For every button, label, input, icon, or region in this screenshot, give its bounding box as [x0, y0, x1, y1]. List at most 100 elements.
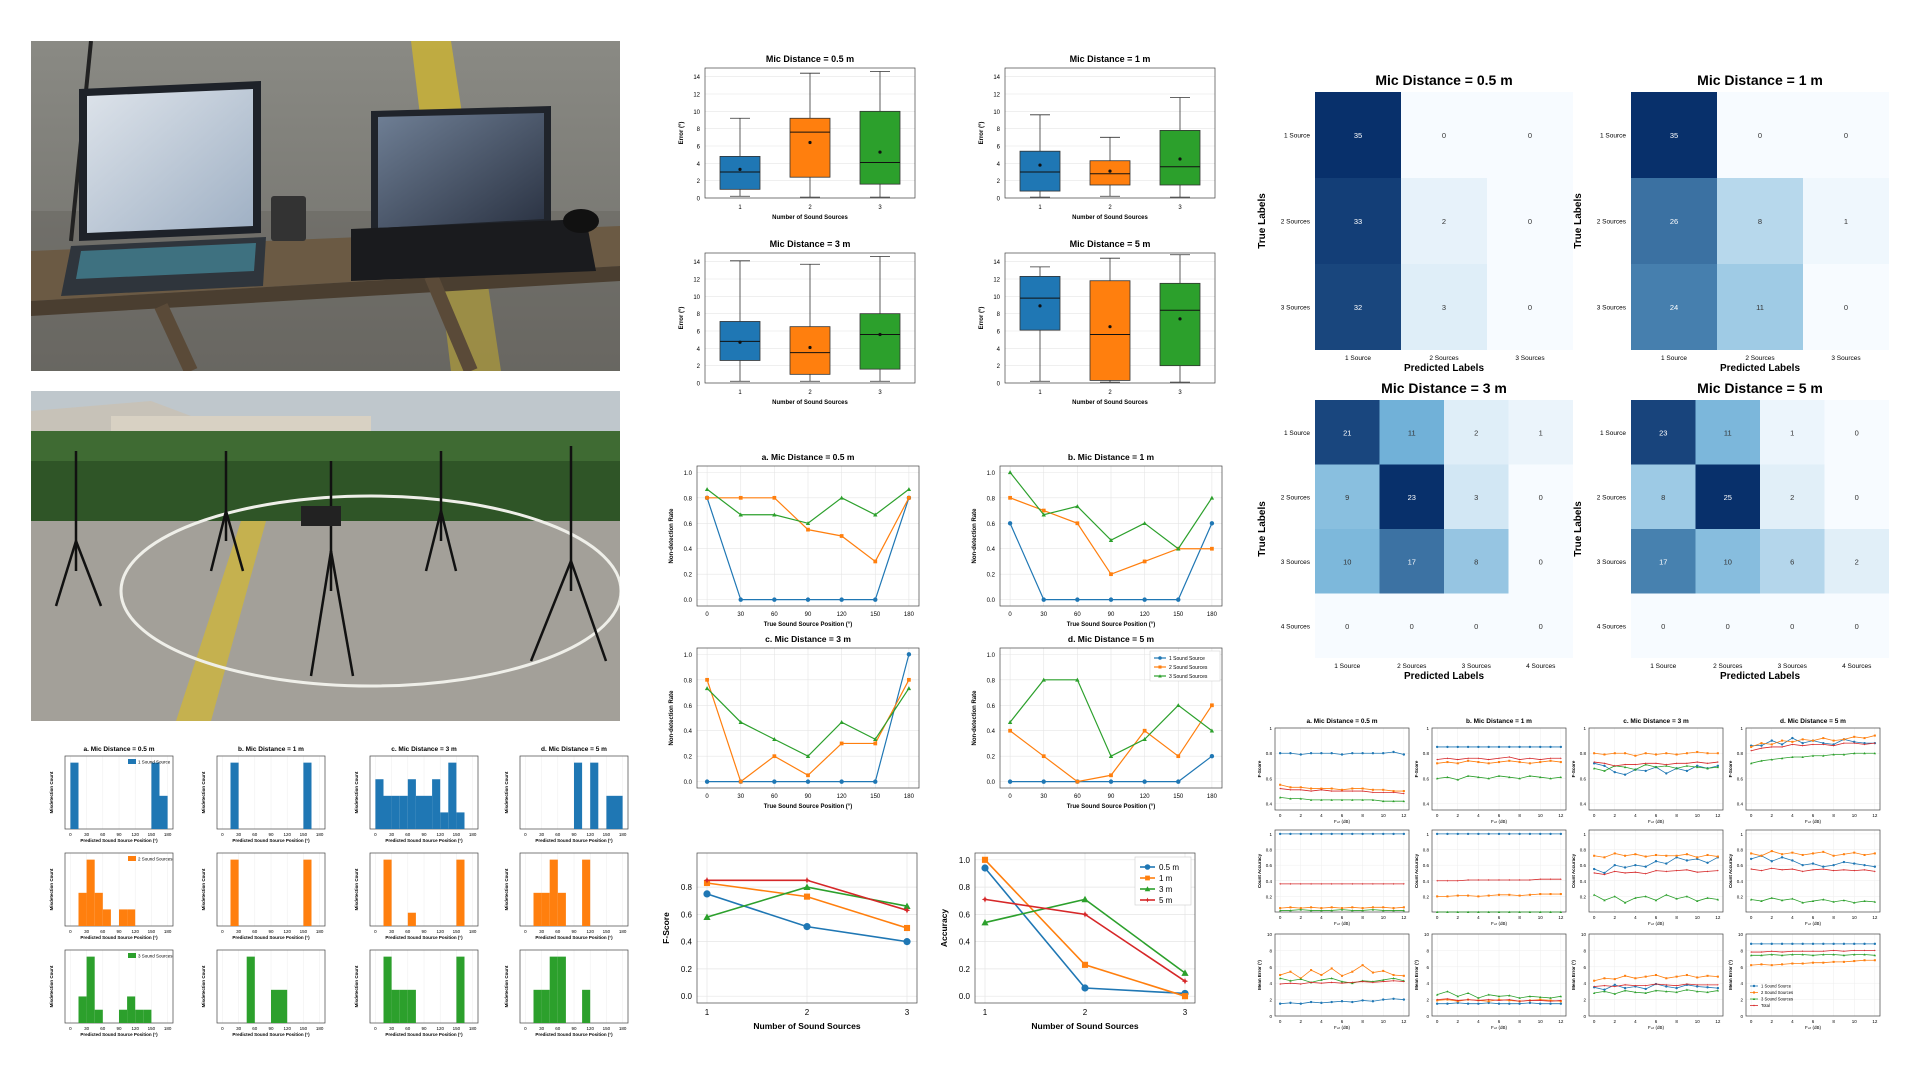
cell-value: 0 — [1844, 303, 1848, 312]
x-axis-label: Predicted Sound Source Position (°) — [232, 1032, 310, 1037]
data-point — [1299, 908, 1302, 911]
data-point — [1528, 1001, 1532, 1005]
data-point — [1435, 910, 1439, 913]
data-point — [1278, 752, 1282, 755]
nondetection-panel: c. Mic Distance = 3 m 0.0 0.2 0.4 0.6 0.8 1.0 0… — [669, 634, 920, 810]
data-point — [1675, 991, 1678, 994]
snr-panel: b. Mic Distance = 1 m0.40.60.810 2 4 6 8 10 12… — [1414, 718, 1567, 824]
x-tick-label: 2 — [805, 1008, 810, 1017]
x-tick-label: 3 — [1183, 1008, 1188, 1017]
y-axis-label: Misdetection Count — [49, 965, 54, 1007]
plot-frame — [216, 755, 326, 830]
data-point — [1456, 894, 1459, 897]
data-point — [1749, 942, 1753, 946]
data-point — [1791, 736, 1794, 740]
y-tick-label: 0.8 — [1580, 848, 1587, 853]
data-point — [1361, 787, 1364, 790]
matrix-cell — [1315, 464, 1380, 529]
cell-value: 9 — [1345, 493, 1349, 502]
x-tick-label: 180 — [164, 832, 172, 837]
y-tick-label: 14 — [693, 75, 700, 81]
y-tick-label: 0.4 — [1737, 802, 1744, 807]
panel-title: d. Mic Distance = 5 m — [541, 746, 607, 753]
data-point — [1289, 909, 1292, 912]
x-tick-label: 60 — [100, 1026, 106, 1031]
data-point — [1644, 987, 1647, 991]
histogram-bar — [541, 892, 550, 926]
x-tick-label: 12 — [1401, 813, 1407, 818]
data-point — [1446, 745, 1449, 749]
data-point — [1842, 860, 1846, 864]
data-point — [1716, 898, 1720, 901]
cell-value: 32 — [1354, 303, 1362, 312]
x-axis-label: True Sound Source Position (°) — [764, 622, 852, 628]
data-point — [1770, 850, 1773, 853]
x-tick-label: 12 — [1401, 1019, 1407, 1024]
matrix-cell — [1717, 92, 1803, 178]
data-point — [1289, 979, 1292, 982]
data-point — [1780, 757, 1784, 760]
plot-frame — [696, 852, 918, 1004]
x-tick-label: 6 — [1812, 915, 1815, 920]
histogram-bar — [574, 762, 583, 829]
plot-frame — [1745, 933, 1881, 1017]
x-tick-label: 120 — [586, 1026, 594, 1031]
x-tick-label: 12 — [1558, 915, 1564, 920]
legend-label: 0.5 m — [1159, 863, 1179, 872]
data-point — [1822, 898, 1825, 901]
y-tick-label: 12 — [693, 278, 700, 284]
histogram-bar — [102, 909, 111, 926]
data-point — [1487, 878, 1490, 882]
data-point — [1654, 869, 1658, 872]
matrix-cell — [1631, 400, 1696, 465]
x-axis-label: True Sound Source Position (°) — [764, 804, 852, 810]
data-point — [1487, 762, 1490, 765]
x-tick-label: 10 — [1538, 1019, 1544, 1024]
histogram-bar — [448, 762, 457, 829]
x-axis-label: Fₛₙ (dB) — [1334, 1025, 1350, 1030]
y-tick-label: 0 — [1740, 1014, 1743, 1019]
x-tick-label: 150 — [148, 832, 156, 837]
cell-value: 0 — [1758, 131, 1762, 140]
data-point — [839, 741, 844, 746]
data-point — [1613, 863, 1616, 867]
data-point — [1320, 909, 1323, 912]
x-tick-label: 60 — [771, 612, 778, 618]
histogram-panel: c. Mic Distance = 3 m 0 30 60 90 120 150 180 Pre… — [354, 746, 479, 843]
x-tick-label: 0 — [69, 929, 72, 934]
data-point — [1665, 977, 1668, 980]
data-point — [1279, 787, 1282, 790]
data-point — [1436, 879, 1439, 882]
matrix-cell — [1824, 529, 1889, 594]
data-point — [1559, 757, 1562, 760]
legend-marker — [1144, 864, 1151, 870]
data-point — [1853, 752, 1856, 755]
data-point — [1340, 982, 1344, 985]
data-point — [1508, 755, 1511, 759]
x-tick-label: 0 — [1750, 1019, 1753, 1024]
x-tick-label: 4 — [1320, 813, 1323, 818]
matrix-cell — [1717, 178, 1803, 264]
data-point — [1382, 909, 1385, 912]
x-tick-label: 90 — [116, 929, 122, 934]
y-axis-label: Count Accuracy — [1414, 853, 1419, 888]
histogram-bar — [456, 956, 465, 1023]
x-tick-label: 12 — [1715, 915, 1721, 920]
y-tick-label: 8 — [697, 312, 701, 318]
data-point — [1791, 942, 1794, 946]
x-tick-label: 30 — [737, 794, 744, 800]
matrix-cell — [1379, 593, 1444, 658]
data-point — [1549, 832, 1552, 836]
histogram-bar — [127, 909, 136, 926]
data-point — [1289, 970, 1292, 973]
x-axis-label: Predicted Sound Source Position (°) — [232, 838, 310, 843]
panel-title: d. Mic Distance = 5 m — [1780, 718, 1846, 725]
y-tick-label: 10 — [1581, 932, 1587, 937]
data-point — [803, 923, 811, 931]
x-tick-label: 150 — [453, 832, 461, 837]
data-point — [1770, 964, 1773, 967]
matrix-cell — [1824, 593, 1889, 658]
data-point — [1075, 504, 1080, 509]
